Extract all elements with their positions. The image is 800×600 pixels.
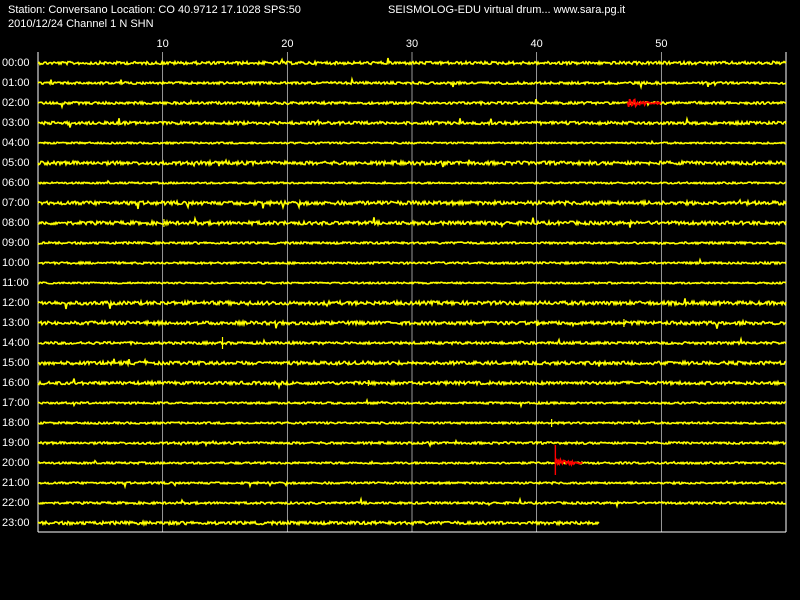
hour-label: 06:00 (2, 177, 30, 189)
hour-trace (37, 115, 787, 128)
hour-label: 07:00 (2, 197, 30, 209)
date-channel-info: 2010/12/24 Channel 1 N SHN (8, 18, 154, 30)
hour-trace (37, 76, 787, 90)
hour-label: 19:00 (2, 437, 30, 449)
hour-label: 09:00 (2, 237, 30, 249)
minute-tick-label: 40 (530, 38, 543, 50)
minute-tick-label: 20 (281, 38, 294, 50)
hour-trace (37, 378, 787, 390)
minute-tick-label: 50 (655, 38, 668, 50)
hour-trace (37, 57, 787, 67)
hour-label: 20:00 (2, 457, 30, 469)
hour-trace (37, 215, 787, 229)
seismic-event (626, 98, 662, 109)
hour-label: 14:00 (2, 337, 30, 349)
hour-label: 05:00 (2, 157, 30, 169)
hour-label: 22:00 (2, 497, 30, 509)
hour-trace (37, 419, 787, 426)
hour-trace (37, 318, 787, 329)
hour-trace (37, 280, 787, 286)
hour-label: 10:00 (2, 257, 30, 269)
hour-trace (37, 519, 600, 527)
hour-trace (37, 397, 787, 409)
minute-tick-label: 30 (405, 38, 419, 50)
hour-label: 12:00 (2, 297, 30, 309)
hour-trace (37, 459, 787, 466)
hour-label: 01:00 (2, 77, 30, 89)
hour-trace (37, 480, 787, 490)
hour-trace (37, 336, 787, 347)
hour-label: 13:00 (2, 317, 30, 329)
seismic-event (554, 457, 583, 468)
hour-trace (37, 357, 787, 368)
hour-label: 21:00 (2, 477, 30, 489)
hour-trace (38, 139, 787, 146)
hour-trace (37, 240, 787, 246)
hour-label: 03:00 (2, 117, 30, 129)
hour-trace (37, 98, 787, 110)
hour-label: 11:00 (2, 277, 29, 289)
minute-tick-label: 10 (156, 38, 169, 50)
hour-label: 02:00 (2, 97, 30, 109)
hour-trace (37, 198, 787, 211)
program-title: SEISMOLOG-EDU virtual drum... www.sara.p… (388, 4, 626, 16)
hour-label: 16:00 (2, 377, 30, 389)
hour-trace (37, 438, 787, 448)
station-info: Station: Conversano Location: CO 40.9712… (8, 4, 301, 16)
hour-label: 04:00 (2, 137, 30, 149)
hour-trace (37, 179, 787, 186)
hour-trace (37, 257, 787, 266)
hour-trace (37, 298, 787, 310)
hour-label: 00:00 (2, 57, 30, 69)
hour-label: 15:00 (2, 357, 30, 369)
hour-trace (37, 158, 787, 168)
hour-label: 23:00 (2, 517, 30, 529)
hour-label: 08:00 (2, 217, 30, 229)
hour-label: 17:00 (2, 397, 30, 409)
hour-label: 18:00 (2, 417, 30, 429)
hour-trace (37, 496, 787, 509)
